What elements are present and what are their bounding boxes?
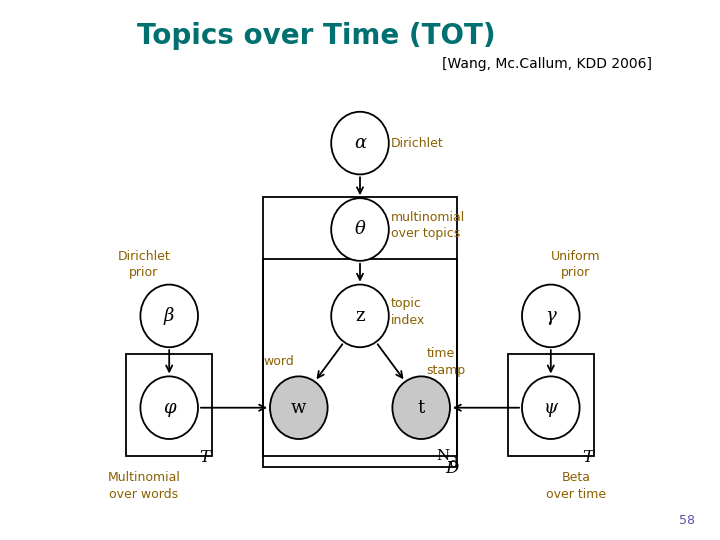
Ellipse shape (331, 112, 389, 174)
Ellipse shape (270, 376, 328, 439)
Ellipse shape (522, 285, 580, 347)
Text: multinomial
over topics: multinomial over topics (391, 211, 465, 240)
Ellipse shape (392, 376, 450, 439)
Text: d: d (449, 457, 457, 470)
Text: α: α (354, 134, 366, 152)
Text: N: N (436, 449, 449, 463)
Text: z: z (355, 307, 365, 325)
Text: β: β (164, 307, 174, 325)
Text: Beta
over time: Beta over time (546, 471, 606, 501)
Text: Uniform
prior: Uniform prior (552, 250, 600, 279)
Text: Multinomial
over words: Multinomial over words (107, 471, 181, 501)
Text: w: w (291, 399, 307, 417)
Ellipse shape (331, 198, 389, 261)
Bar (263, 197, 457, 467)
Text: Dirichlet: Dirichlet (391, 137, 444, 150)
Bar (263, 259, 457, 456)
Ellipse shape (331, 285, 389, 347)
Text: D: D (445, 460, 459, 477)
Text: 58: 58 (679, 514, 695, 526)
Bar (508, 354, 594, 456)
Ellipse shape (522, 376, 580, 439)
Text: t: t (418, 399, 425, 417)
Text: topic
index: topic index (391, 298, 426, 327)
Bar (126, 354, 212, 456)
Text: [Wang, Mc.Callum, KDD 2006]: [Wang, Mc.Callum, KDD 2006] (442, 57, 652, 71)
Text: θ: θ (354, 220, 366, 239)
Text: ψ: ψ (544, 399, 558, 417)
Text: T: T (199, 449, 210, 466)
Ellipse shape (140, 285, 198, 347)
Text: φ: φ (163, 399, 176, 417)
Text: T: T (582, 449, 593, 466)
Ellipse shape (140, 376, 198, 439)
Text: Topics over Time (TOT): Topics over Time (TOT) (138, 22, 496, 50)
Text: time
stamp: time stamp (426, 347, 465, 376)
Text: γ: γ (546, 307, 556, 325)
Text: word: word (263, 355, 294, 368)
Text: Dirichlet
prior: Dirichlet prior (117, 250, 171, 279)
